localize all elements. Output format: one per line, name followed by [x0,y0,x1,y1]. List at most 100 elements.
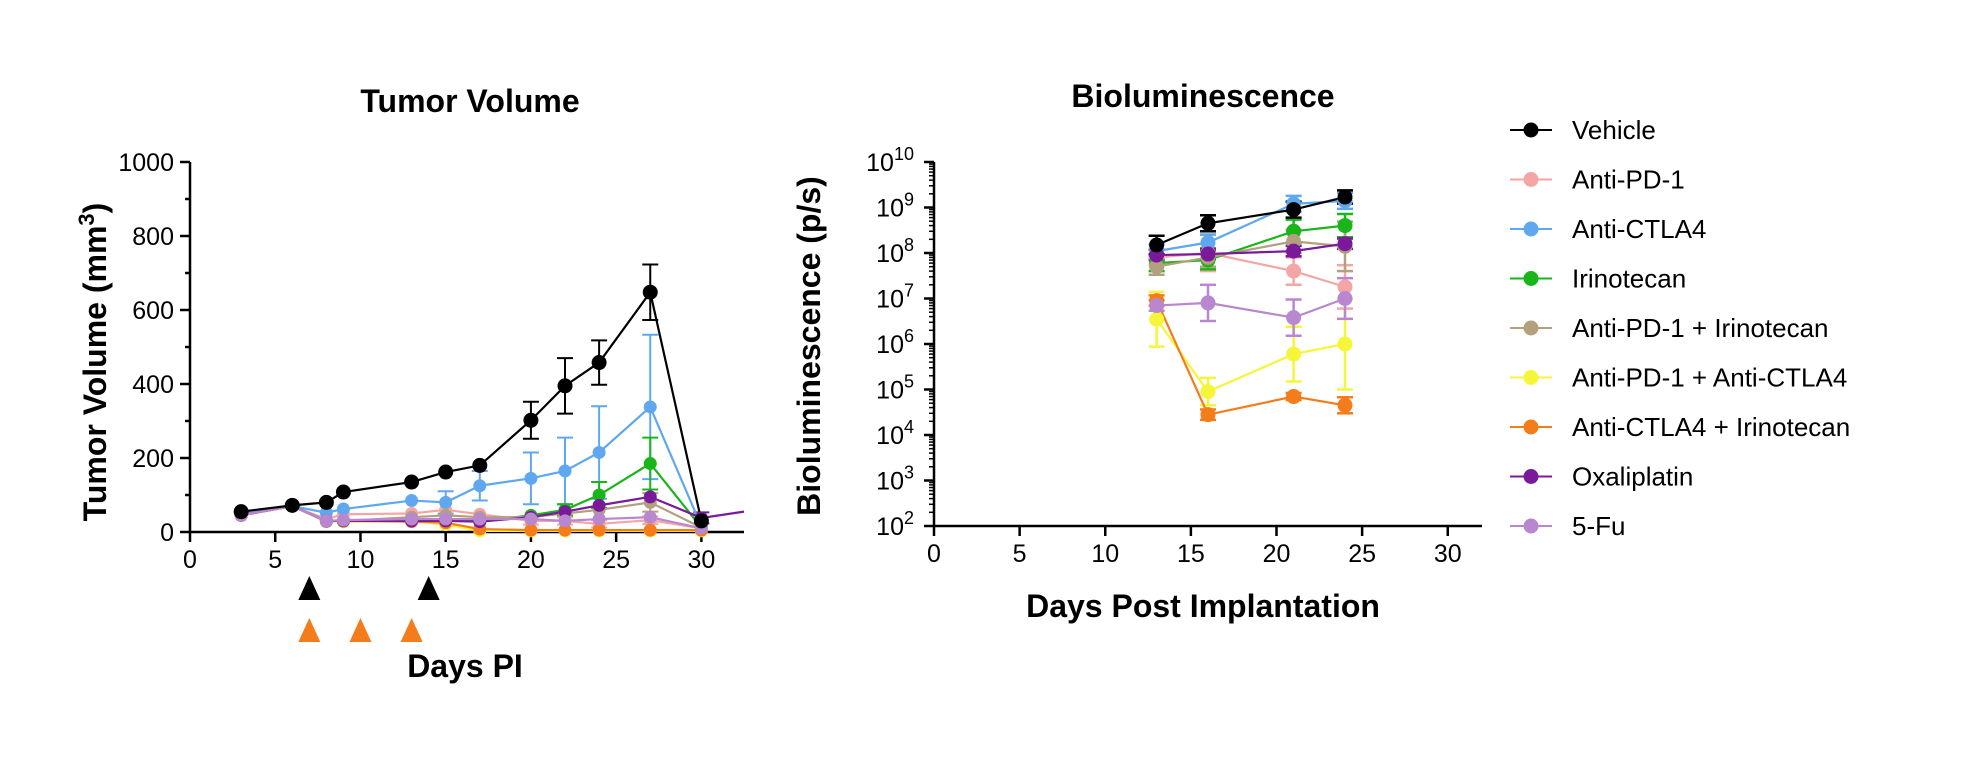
series-line-oxaliplatin [1156,242,1346,257]
legend-marker [1523,370,1539,385]
dosing-triangle-icon [349,618,372,642]
point-5-fu [405,512,419,526]
legend-marker [1523,469,1539,484]
series-line-anti-pd-1-irinotecan [1156,240,1346,268]
dosing-triangle-icon [400,618,423,642]
tumor-volume-y-label: Tumor Volume (mm3) [74,203,113,522]
y-tick-label: 600 [132,297,174,325]
y-tick-label: 200 [132,445,174,473]
point-anti-ctla4-irinotecan [558,523,572,537]
point-anti-ctla4-irinotecan [1200,407,1216,423]
point-5-fu [1286,310,1302,326]
series-line-anti-pd-1-anti-ctla4 [1155,318,1346,393]
point-vehicle [1337,189,1353,205]
point-vehicle [523,412,539,428]
x-tick-label: 20 [517,546,545,574]
y-tick-label: 107 [876,281,914,314]
bioluminescence-points [1149,189,1353,423]
y-tick-label: 400 [132,371,174,399]
x-tick-label: 5 [1013,540,1027,568]
bioluminescence-title: Bioluminescence [1071,78,1334,114]
point-oxaliplatin [558,505,572,519]
point-anti-ctla4-irinotecan [1337,397,1353,413]
point-5-fu [592,512,606,526]
point-anti-ctla4 [643,400,657,414]
x-tick-label: 25 [1348,540,1376,568]
legend-marker [1523,172,1539,187]
y-tick-label: 1000 [118,149,174,177]
y-tick-label: 105 [876,372,914,405]
tumor-volume-points [233,284,709,538]
y-tick-label: 102 [876,508,914,541]
point-oxaliplatin [1200,246,1216,262]
y-tick-label: 108 [876,235,914,268]
legend-label: Anti-PD-1 + Anti-CTLA4 [1572,363,1847,393]
point-anti-pd-1 [1286,263,1302,279]
point-anti-ctla4 [1200,235,1216,251]
point-anti-ctla4-irinotecan [592,523,606,537]
x-tick-label: 0 [927,540,941,568]
bioluminescence-chart: Bioluminescence Bioluminescence (p/s) Da… [791,78,1482,624]
point-5-fu [643,510,657,524]
point-anti-pd-1-anti-ctla4 [1286,346,1302,362]
point-anti-ctla4 [405,494,419,508]
legend-marker [1523,122,1539,138]
bioluminescence-axes: 0 5 10 15 20 25 30 102 103 104 105 106 107 108 109 1010 [866,144,1482,568]
bioluminescence-y-label: Bioluminescence (p/s) [791,176,827,516]
point-vehicle [557,378,573,394]
point-oxaliplatin [592,498,606,512]
point-anti-ctla4-irinotecan [1286,389,1302,405]
point-anti-ctla4-irinotecan [524,523,538,537]
x-tick-label: 20 [1263,540,1291,568]
y-tick-label: 106 [876,326,914,359]
y-tick-label: 1010 [866,144,914,177]
y-tick-label: 109 [876,190,914,223]
legend-item-anti-pd-1: Anti-PD-1 [1510,165,1685,195]
legend-item-anti-ctla4-irinotecan: Anti-CTLA4 + Irinotecan [1510,412,1850,442]
point-anti-ctla4 [524,471,538,485]
legend-marker [1523,221,1539,237]
point-vehicle [1286,202,1302,218]
legend-marker [1523,320,1539,336]
x-tick-label: 30 [1434,540,1462,568]
legend-label: Anti-PD-1 [1572,165,1685,195]
point-vehicle [1149,237,1165,253]
dosing-triangle-icon [298,576,321,600]
point-vehicle [642,284,658,300]
point-vehicle [472,457,488,473]
legend-label: Anti-CTLA4 [1572,214,1706,244]
series-line-anti-pd-1 [1156,251,1346,288]
legend-marker [1523,271,1539,286]
legend-label: Vehicle [1572,115,1656,145]
legend-item-oxaliplatin: Oxaliplatin [1510,462,1693,492]
series-line-vehicle [1156,195,1346,247]
legend-item-anti-pd-1-irinotecan: Anti-PD-1 + Irinotecan [1510,313,1829,343]
legend-label: Irinotecan [1572,264,1686,294]
point-5-fu [1149,298,1165,314]
bioluminescence-lines [1155,195,1346,416]
tumor-volume-x-label: Days PI [407,648,523,684]
dosing-markers [298,576,440,642]
x-tick-label: 0 [183,546,197,574]
point-vehicle [404,474,420,490]
point-vehicle [438,464,454,480]
point-vehicle [591,355,607,371]
point-vehicle [1200,215,1216,231]
legend-marker [1523,419,1539,435]
legend-item-anti-pd-1-anti-ctla4: Anti-PD-1 + Anti-CTLA4 [1510,363,1847,393]
point-5-fu [439,512,453,526]
series-line-5-fu [1156,297,1346,319]
point-irinotecan [1337,218,1353,234]
tumor-volume-y-label-sup: 3 [74,213,99,225]
point-anti-pd-1-anti-ctla4 [1337,336,1353,352]
dosing-triangle-icon [298,618,321,642]
legend-item-anti-ctla4: Anti-CTLA4 [1510,214,1706,244]
y-tick-label: 104 [876,417,914,450]
point-anti-pd-1-anti-ctla4 [1200,384,1216,400]
point-oxaliplatin [643,490,657,504]
series-line-vehicle [241,289,703,522]
point-5-fu [1337,291,1353,306]
legend-label: Oxaliplatin [1572,462,1693,492]
point-5-fu [336,513,350,527]
